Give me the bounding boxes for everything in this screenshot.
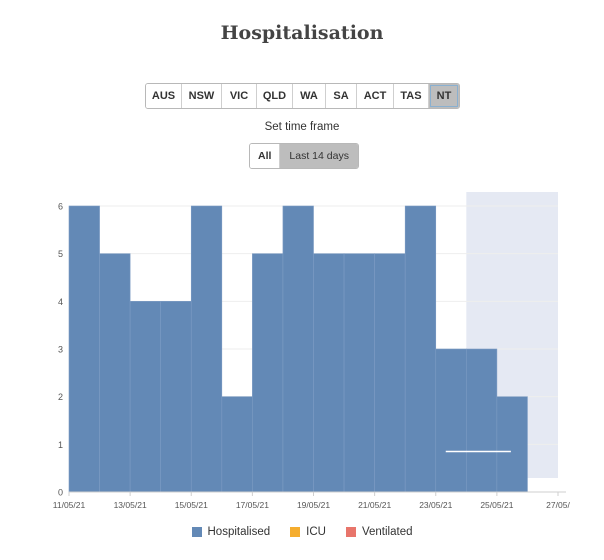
x-tick-label: 15/05/21 [175,500,208,510]
y-tick-label: 6 [58,202,63,212]
x-tick-label: 25/05/21 [480,500,513,510]
x-tick-label: 19/05/21 [297,500,330,510]
x-tick-label: 21/05/21 [358,500,391,510]
state-button-nt[interactable]: NT [429,84,459,108]
state-button-vic[interactable]: VIC [222,84,257,108]
bar-13-05-21 [129,301,161,493]
legend-swatch [290,527,301,537]
bar-15-05-21 [190,205,223,493]
time-frame-selector: All Last 14 days [249,143,359,169]
legend-swatch [345,527,356,537]
legend-item-icu[interactable]: ICU [290,526,326,538]
legend-label: ICU [306,526,326,538]
state-button-nsw[interactable]: NSW [182,84,222,108]
x-tick-label: 27/05/ [546,500,570,510]
bar-11-05-21 [68,205,100,493]
y-tick-label: 0 [58,488,63,498]
bar-25-05-21 [496,396,528,493]
x-tick-label: 23/05/21 [419,500,452,510]
x-tick-label: 17/05/21 [236,500,269,510]
hospitalisation-chart: 0 1 2 3 4 5 6 11/05/21 13/05/21 15/05/21 17/05/21 1… [53,192,570,510]
legend-item-hospitalised[interactable]: Hospitalised [191,526,271,538]
legend-label: Hospitalised [207,526,271,538]
time-frame-last-14-days-button[interactable]: Last 14 days [280,144,358,168]
y-tick-label: 3 [58,345,63,355]
x-tick-label: 11/05/21 [53,500,86,510]
state-button-tas[interactable]: TAS [394,84,429,108]
bar-19-05-21 [313,253,345,493]
state-selector: AUS NSW VIC QLD WA SA ACT TAS NT [145,83,460,109]
bar-17-05-21 [252,253,284,493]
page-title: Hospitalisation [220,22,384,44]
time-frame-label: Set time frame [264,121,340,133]
legend-item-ventilated[interactable]: Ventilated [345,526,413,538]
bar-22-05-21 [404,205,437,493]
bar-20-05-21 [343,253,375,493]
y-tick-label: 4 [58,297,63,307]
time-frame-all-button[interactable]: All [250,144,281,168]
legend-label: Ventilated [361,526,413,538]
bar-23-05-21 [435,348,467,493]
state-button-act[interactable]: ACT [357,84,394,108]
state-button-qld[interactable]: QLD [257,84,293,108]
bar-24-05-21 [466,348,498,493]
state-button-wa[interactable]: WA [293,84,326,108]
state-button-aus[interactable]: AUS [146,84,182,108]
bar-21-05-21 [374,253,406,493]
y-tick-label: 1 [58,440,63,450]
y-tick-label: 2 [58,392,63,402]
chart-legend: Hospitalised ICU Ventilated [0,526,604,538]
bar-14-05-21 [160,301,192,493]
bar-18-05-21 [282,205,314,493]
state-button-sa[interactable]: SA [326,84,357,108]
x-tick-label: 13/05/21 [114,500,147,510]
y-tick-label: 5 [58,249,63,259]
bar-16-05-21 [221,396,253,493]
legend-swatch [191,527,202,537]
bar-12-05-21 [99,253,131,493]
